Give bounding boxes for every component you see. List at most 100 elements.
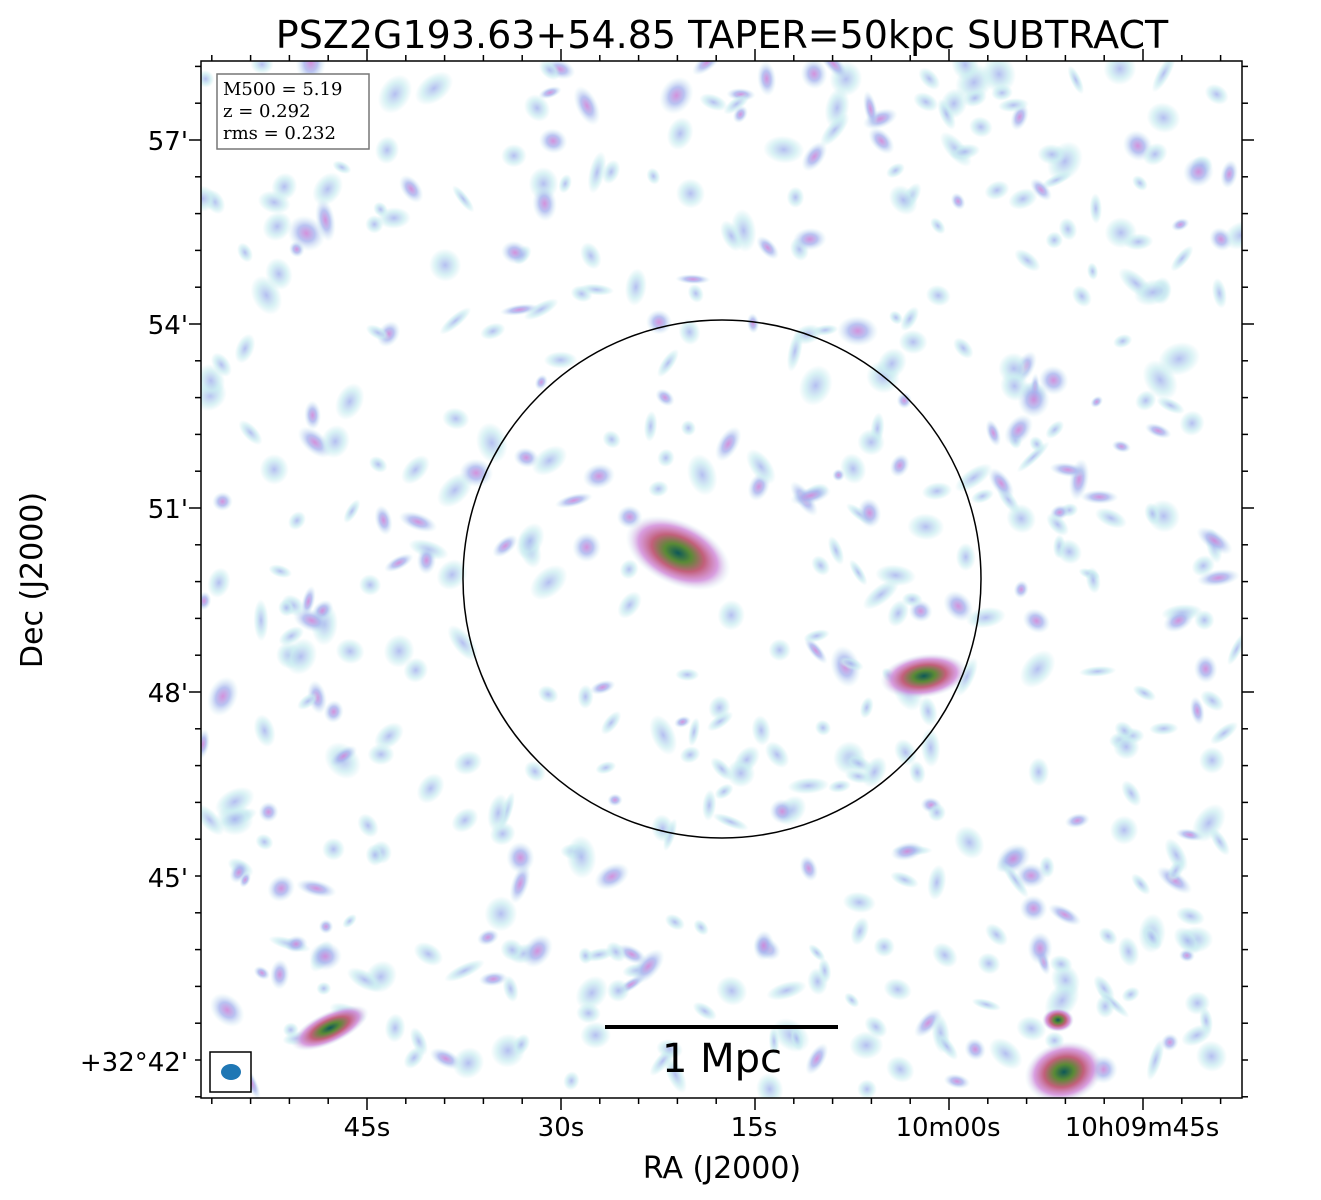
- noise-blob: [886, 162, 905, 179]
- noise-blob: [707, 711, 734, 732]
- noise-blob: [594, 862, 630, 891]
- noise-blob: [717, 599, 745, 631]
- noise-blob: [1160, 1033, 1179, 1052]
- noise-blob: [304, 400, 322, 430]
- noise-blob: [322, 837, 345, 861]
- noise-blob: [312, 172, 344, 206]
- noise-blob: [792, 227, 827, 251]
- noise-blob: [506, 841, 535, 874]
- noise-blob: [1163, 608, 1194, 633]
- noise-blob: [1181, 1024, 1213, 1047]
- noise-blob: [330, 745, 358, 767]
- noise-blob: [237, 242, 253, 263]
- noise-blob: [1067, 65, 1084, 95]
- noise-blob: [1028, 757, 1050, 787]
- noise-blob: [1191, 555, 1215, 577]
- noise-blob: [894, 738, 917, 766]
- noise-blob: [1046, 512, 1069, 536]
- noise-blob: [984, 180, 1010, 201]
- noise-blob: [284, 638, 318, 675]
- noise-blob: [447, 624, 479, 661]
- noise-blob: [606, 979, 630, 1003]
- noise-blob: [1016, 1015, 1047, 1042]
- noise-blob: [1094, 507, 1127, 529]
- noise-blob: [655, 388, 675, 407]
- noise-blob: [501, 240, 529, 265]
- noise-blob: [789, 1026, 804, 1051]
- noise-blob: [259, 454, 289, 485]
- noise-blob: [403, 1046, 425, 1069]
- noise-blob: [656, 1039, 683, 1059]
- x-tick-label: 15s: [731, 1113, 778, 1143]
- noise-blob: [648, 480, 669, 497]
- noise-blob: [751, 715, 771, 746]
- noise-blob: [818, 958, 832, 984]
- noise-blob: [1078, 665, 1117, 677]
- y-tick-label: 45': [148, 864, 188, 894]
- noise-blob: [1022, 608, 1051, 634]
- x-tick-label: 30s: [538, 1113, 585, 1143]
- noise-blob: [814, 719, 832, 736]
- noise-blob: [859, 696, 874, 719]
- emission-source: [1024, 1041, 1104, 1098]
- noise-blob: [1113, 734, 1140, 760]
- noise-blob: [811, 555, 831, 576]
- noise-blob: [255, 833, 274, 851]
- noise-blob: [1038, 365, 1069, 396]
- x-tick-label: 10h09m45s: [1065, 1113, 1220, 1143]
- noise-blob: [1019, 650, 1056, 689]
- noise-blob: [1179, 410, 1205, 437]
- noise-blob: [343, 499, 361, 524]
- noise-blob: [607, 793, 623, 807]
- noise-blob: [837, 656, 864, 671]
- noise-blob: [373, 201, 388, 217]
- noise-blob: [962, 89, 987, 108]
- info-m500: M500 = 5.19: [223, 79, 342, 100]
- beam-ellipse: [221, 1064, 241, 1080]
- noise-blob: [901, 592, 923, 607]
- noise-blob: [383, 634, 415, 668]
- noise-blob: [798, 365, 833, 406]
- noise-blob: [580, 1021, 611, 1049]
- noise-blob: [1175, 906, 1205, 926]
- noise-blob: [763, 135, 805, 164]
- noise-blob: [207, 676, 239, 717]
- noise-blob: [258, 801, 279, 823]
- noise-blob: [632, 948, 665, 984]
- noise-blob: [827, 536, 845, 565]
- noise-blob: [883, 978, 912, 1001]
- noise-blob: [624, 268, 647, 306]
- noise-blob: [803, 629, 830, 643]
- noise-blob: [1089, 193, 1103, 224]
- noise-blob: [1030, 178, 1052, 201]
- noise-blob: [1132, 175, 1148, 191]
- noise-blob: [265, 257, 293, 291]
- plot-frame: [200, 60, 1243, 1099]
- noise-blob: [543, 351, 578, 369]
- noise-blob: [918, 696, 938, 727]
- emission-source: [291, 1005, 369, 1051]
- scale-bar-label: 1 Mpc: [662, 1036, 782, 1082]
- noise-blob: [1048, 903, 1082, 926]
- noise-blob: [215, 786, 255, 817]
- noise-blob: [414, 71, 454, 106]
- beam-box: [209, 1051, 252, 1093]
- y-tick-label: +32°42': [80, 1048, 188, 1078]
- noise-blob: [693, 919, 709, 936]
- noise-blob: [295, 61, 327, 84]
- noise-blob: [937, 98, 956, 130]
- noise-blob: [1113, 334, 1133, 349]
- noise-blob: [949, 143, 981, 160]
- noise-blob: [335, 383, 365, 421]
- noise-blob: [452, 1047, 485, 1080]
- noise-blob: [1204, 83, 1229, 105]
- noise-blob: [267, 874, 296, 903]
- noise-blob: [532, 185, 557, 222]
- noise-blob: [451, 807, 479, 833]
- noise-blob: [646, 167, 661, 185]
- noise-blob: [278, 599, 295, 617]
- noise-blob: [824, 87, 850, 129]
- noise-blob: [716, 975, 748, 1006]
- noise-blob: [384, 1013, 406, 1043]
